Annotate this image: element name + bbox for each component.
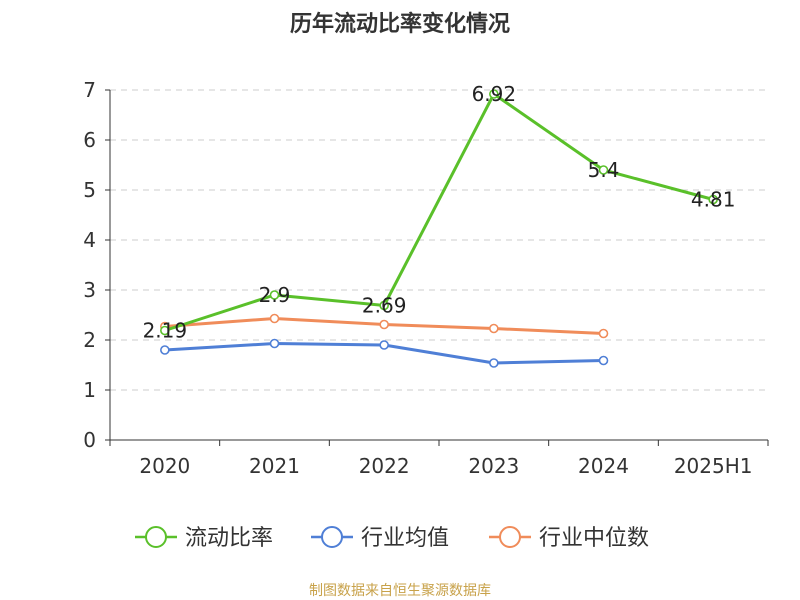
legend[interactable]: 流动比率 行业均值 行业中位数 xyxy=(135,526,649,551)
data-point xyxy=(598,165,609,175)
data-label: 2.69 xyxy=(362,294,407,318)
legend-item[interactable]: 流动比率 xyxy=(135,526,273,551)
y-tick-label: 2 xyxy=(83,328,96,352)
data-point xyxy=(489,89,499,99)
data-point xyxy=(379,300,389,311)
legend-marker xyxy=(321,526,343,548)
x-tick-label: 2024 xyxy=(578,454,629,478)
source-note: 制图数据来自恒生聚源数据库 xyxy=(309,583,491,599)
data-point xyxy=(379,319,389,330)
data-point xyxy=(379,340,389,350)
legend-label: 流动比率 xyxy=(185,526,273,551)
y-tick-label: 3 xyxy=(83,278,96,302)
y-tick-label: 6 xyxy=(83,128,96,152)
data-point xyxy=(269,313,280,324)
x-tick-label: 2021 xyxy=(249,454,300,478)
data-label: 5.4 xyxy=(588,158,620,182)
y-tick-label: 5 xyxy=(83,178,96,202)
chart-title: 历年流动比率变化情况 xyxy=(289,12,510,37)
data-label: 6.92 xyxy=(472,82,517,106)
legend-marker xyxy=(145,526,167,548)
data-point xyxy=(160,325,170,336)
data-point xyxy=(598,328,609,339)
x-tick-label: 2020 xyxy=(139,454,190,478)
series-line xyxy=(164,92,714,332)
series-lines xyxy=(164,92,714,365)
y-tick-label: 7 xyxy=(83,78,96,102)
legend-label: 行业均值 xyxy=(361,526,449,551)
data-label: 4.81 xyxy=(691,188,736,212)
data-point xyxy=(269,290,280,300)
x-tick-label: 2022 xyxy=(359,454,410,478)
data-labels: 2.19 2.9 2.69 6.92 5.4 4.81 xyxy=(143,82,736,343)
data-point xyxy=(489,358,499,368)
data-label: 2.19 xyxy=(143,319,188,343)
grid-lines xyxy=(110,89,768,391)
legend-marker xyxy=(499,526,521,548)
y-tick-label: 4 xyxy=(83,228,96,252)
data-point xyxy=(489,323,499,334)
axes: 0 1 2 3 4 5 6 7 2020 2021 2022 2023 2024 2025H1 xyxy=(83,78,769,478)
data-point xyxy=(598,355,609,366)
legend-item[interactable]: 行业均值 xyxy=(311,526,449,551)
y-tick-label: 0 xyxy=(83,428,96,452)
x-tick-label: 2023 xyxy=(468,454,519,478)
data-point xyxy=(269,338,280,349)
data-point xyxy=(708,194,718,205)
y-tick-label: 1 xyxy=(83,378,96,402)
data-point xyxy=(160,345,170,355)
series-points xyxy=(160,89,718,368)
x-tick-label: 2025H1 xyxy=(674,454,753,478)
data-label: 2.9 xyxy=(259,283,291,307)
legend-item[interactable]: 行业中位数 xyxy=(489,526,649,551)
legend-label: 行业中位数 xyxy=(539,526,649,551)
